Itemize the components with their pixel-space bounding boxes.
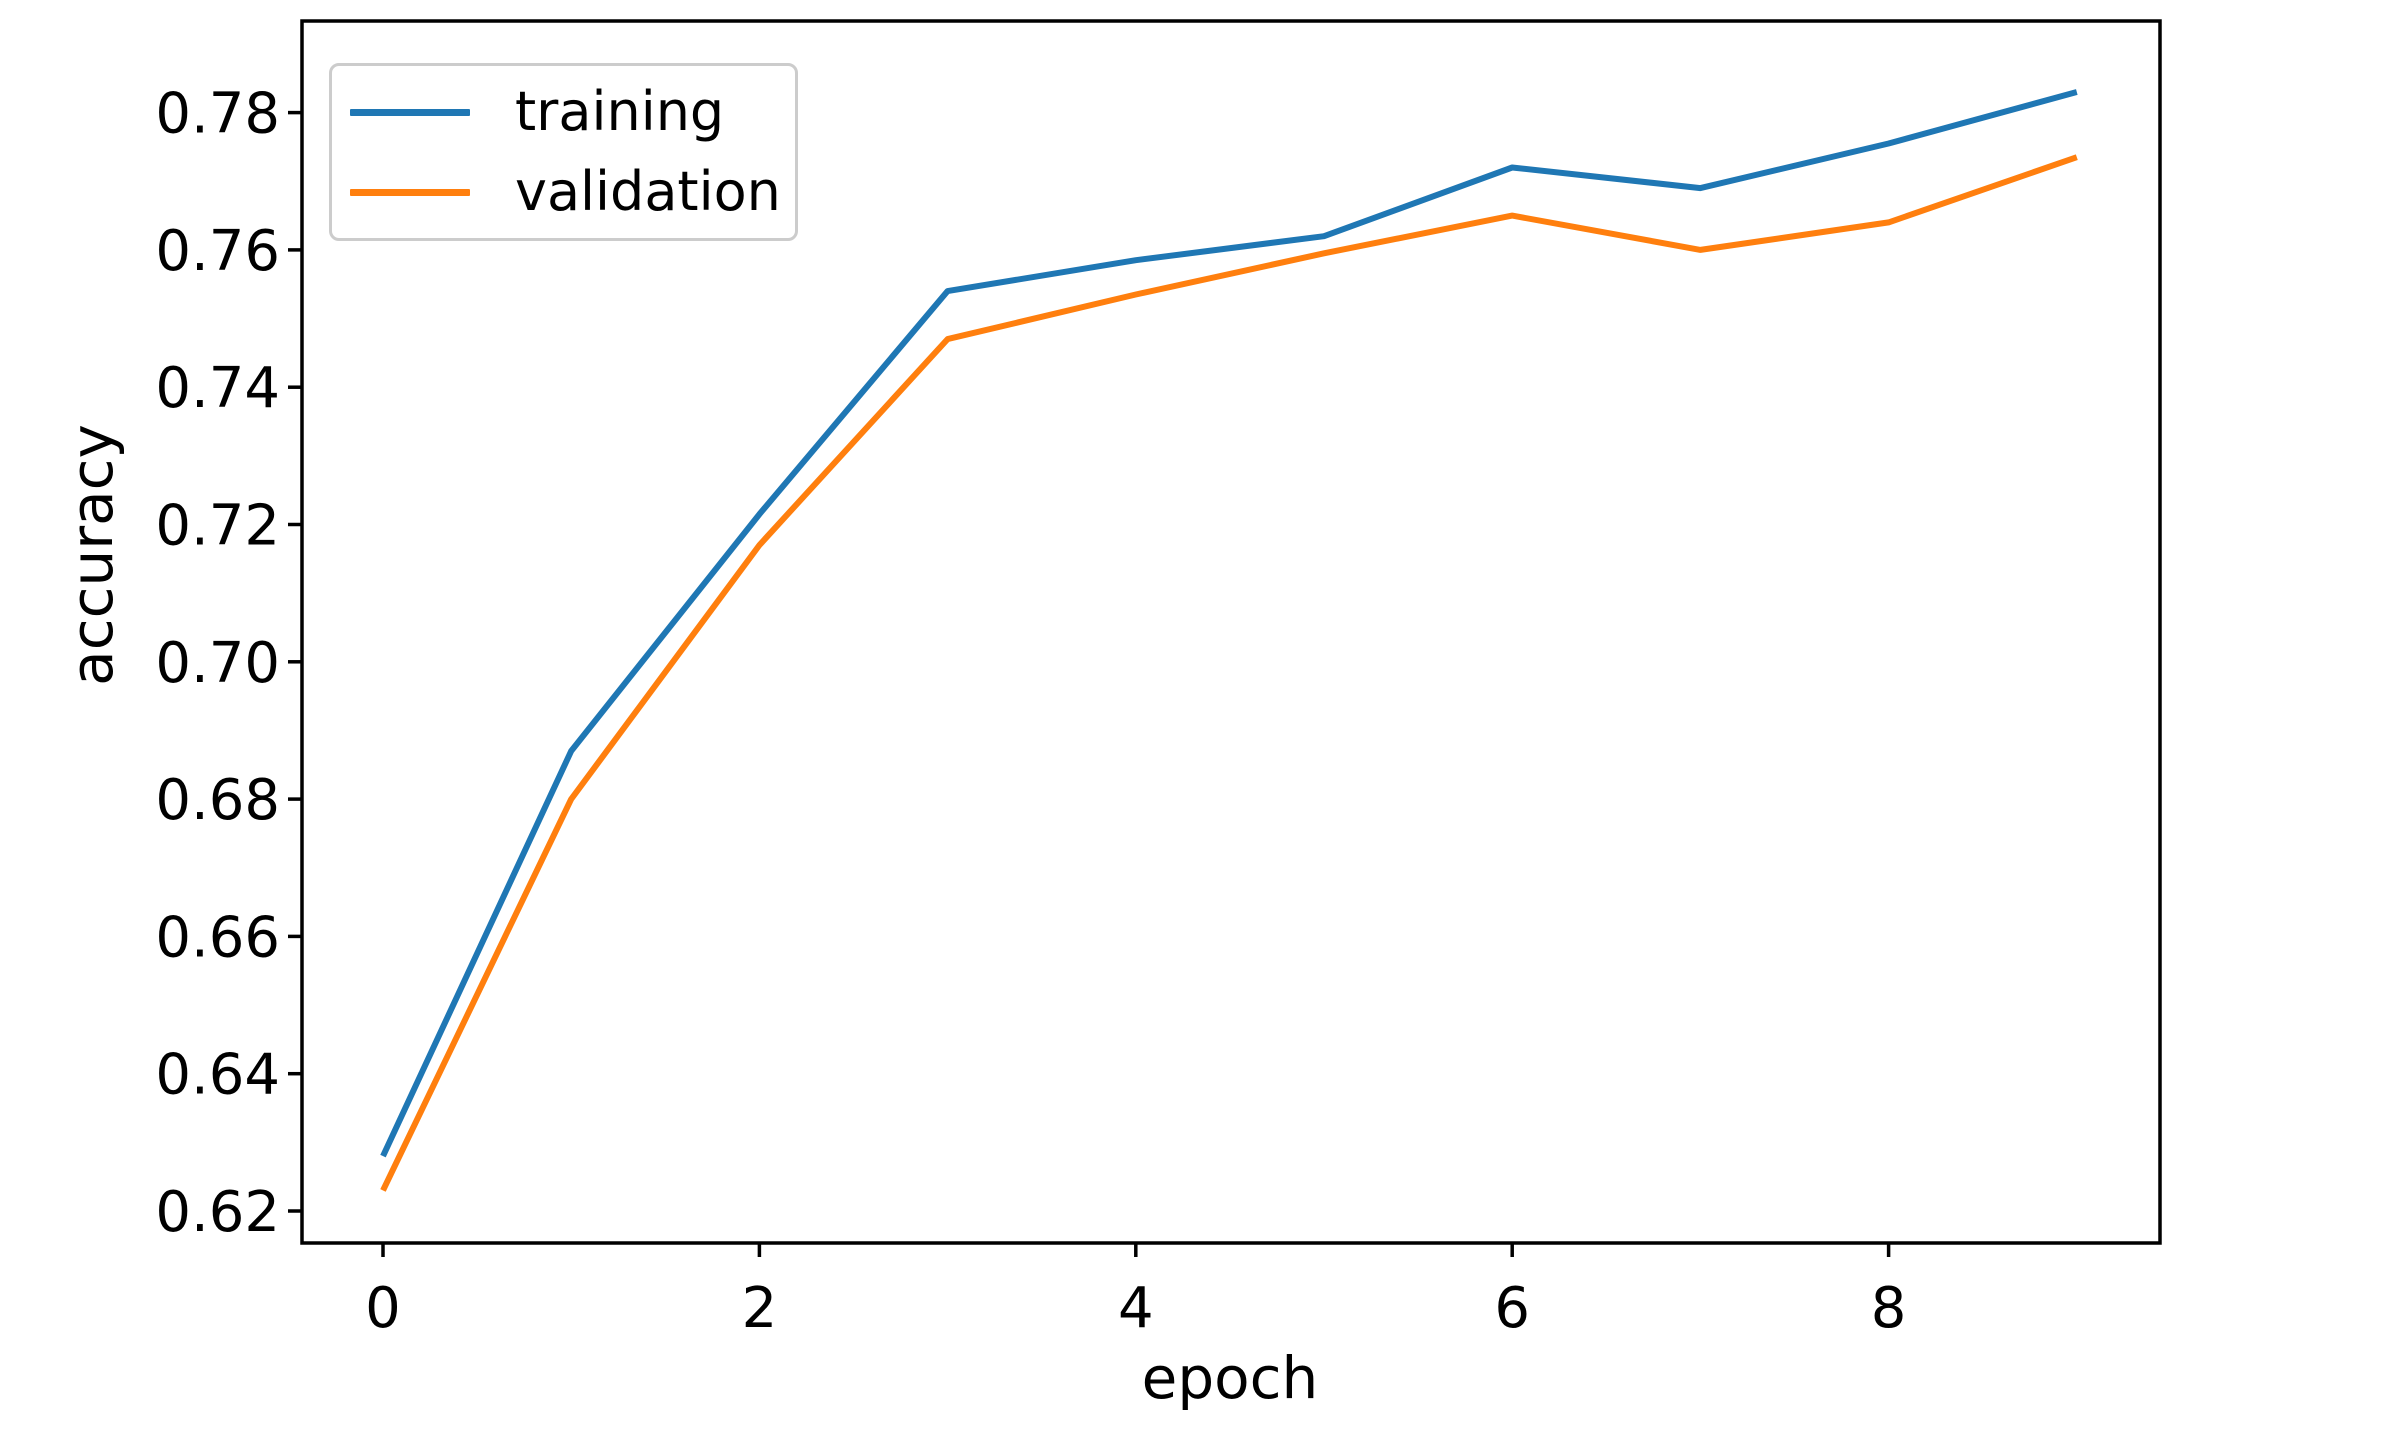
x-tick-label: 6 — [1494, 1276, 1530, 1341]
x-tick-label: 8 — [1871, 1276, 1907, 1341]
x-axis-title: epoch — [1141, 1344, 1319, 1412]
y-tick-label: 0.76 — [155, 219, 280, 284]
y-tick-label: 0.74 — [155, 356, 280, 421]
y-tick-label: 0.70 — [155, 631, 280, 696]
legend-entry-validation: validation — [332, 152, 795, 232]
x-tick-label: 2 — [742, 1276, 778, 1341]
x-tick-label: 0 — [365, 1276, 401, 1341]
y-tick-label: 0.68 — [155, 768, 280, 833]
legend-label-validation: validation — [515, 160, 781, 223]
validation-line-swatch — [350, 188, 470, 196]
plot-border — [300, 19, 2162, 1245]
x-tick-label: 4 — [1118, 1276, 1154, 1341]
validation-line — [380, 154, 2078, 1192]
training-line — [380, 89, 2078, 1158]
y-tick-label: 0.62 — [155, 1180, 280, 1245]
training-line-swatch — [350, 108, 470, 116]
y-tick-label: 0.72 — [155, 494, 280, 559]
y-tick-label: 0.66 — [155, 905, 280, 970]
y-tick-label: 0.78 — [155, 82, 280, 147]
y-axis-title: accuracy — [58, 424, 126, 686]
y-tick-label: 0.64 — [155, 1043, 280, 1108]
legend-entry-training: training — [332, 72, 795, 152]
legend-label-training: training — [515, 80, 725, 143]
legend: training validation — [329, 63, 798, 241]
